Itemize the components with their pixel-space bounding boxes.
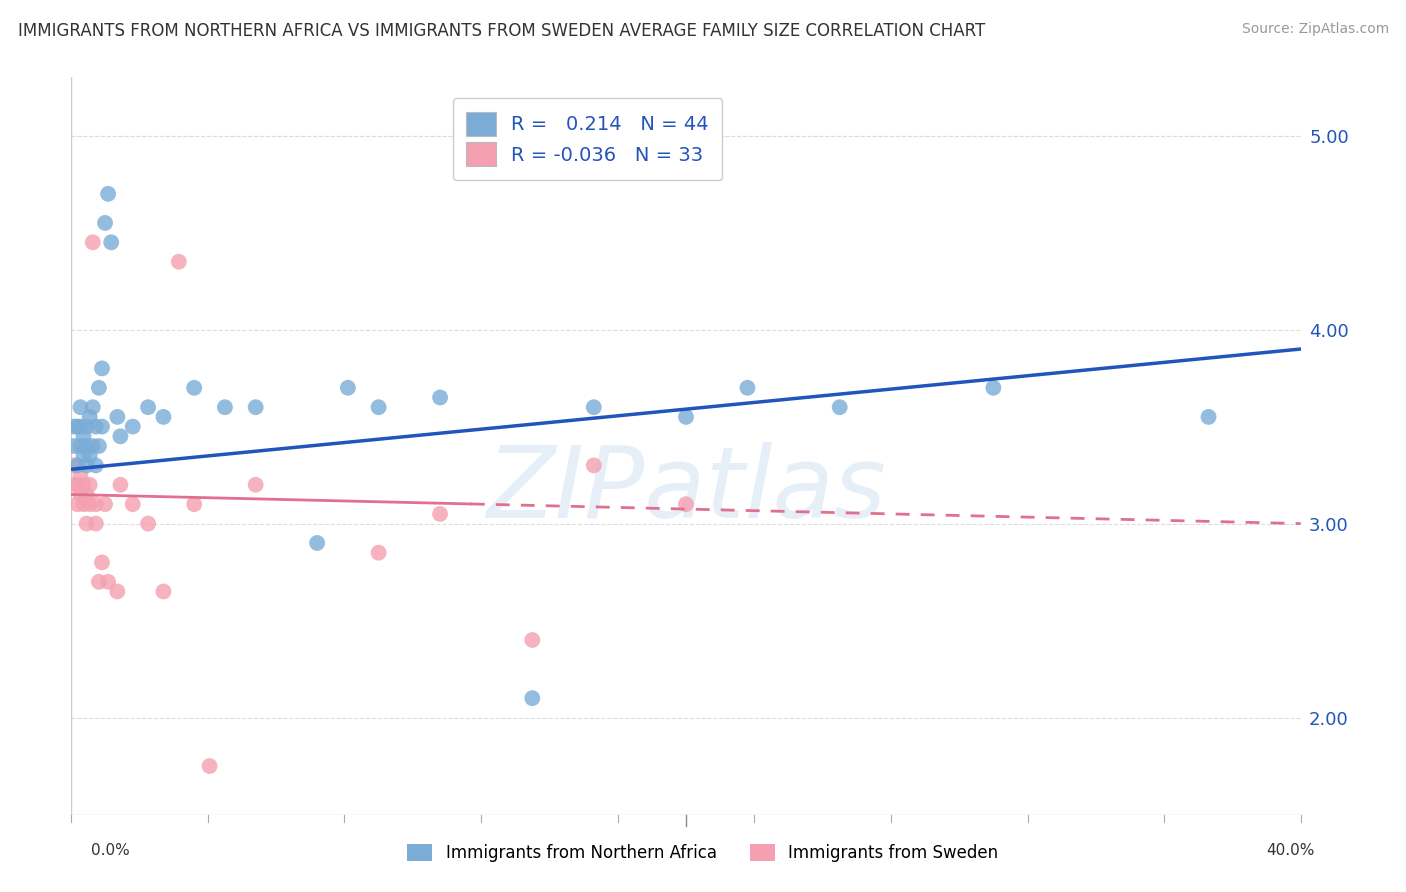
Point (72, 497, 94, 511)
Point (76, 439, 98, 453)
Legend: Immigrants from Northern Africa, Immigrants from Sweden: Immigrants from Northern Africa, Immigra… (399, 836, 1007, 871)
Point (82, 439, 104, 453)
Point (66, 477, 89, 491)
Point (152, 409, 174, 424)
Point (84, 497, 107, 511)
Point (84, 419, 107, 434)
Point (94, 216, 117, 230)
Point (91, 361, 114, 376)
Point (136, 516, 159, 531)
Point (121, 419, 143, 434)
Point (72, 477, 94, 491)
Point (63, 419, 86, 434)
Point (91, 555, 114, 569)
Point (121, 497, 143, 511)
Point (367, 401, 389, 415)
Point (675, 497, 697, 511)
Text: ZIPatlas: ZIPatlas (486, 442, 886, 539)
Point (84, 458, 107, 473)
Point (522, 632, 544, 647)
Point (69, 487, 91, 501)
Point (66, 458, 89, 473)
Point (79, 497, 101, 511)
Point (87, 381, 110, 395)
Point (136, 401, 159, 415)
Point (79, 409, 101, 424)
Point (69, 419, 91, 434)
Point (63, 477, 86, 491)
Point (94, 497, 117, 511)
Point (367, 546, 389, 560)
Point (110, 477, 132, 491)
Point (582, 458, 605, 473)
Point (105, 409, 128, 424)
Point (76, 516, 98, 531)
Point (97, 574, 120, 589)
Point (72, 449, 94, 463)
Point (245, 401, 267, 415)
Point (245, 477, 267, 491)
Point (66, 419, 89, 434)
Point (582, 401, 605, 415)
Point (152, 584, 174, 599)
Point (429, 507, 451, 521)
Point (63, 439, 86, 453)
Point (69, 439, 91, 453)
Point (183, 381, 205, 395)
Text: 0.0%: 0.0% (91, 843, 131, 858)
Point (675, 409, 697, 424)
Point (737, 381, 759, 395)
Legend: R =   0.214   N = 44, R = -0.036   N = 33: R = 0.214 N = 44, R = -0.036 N = 33 (453, 98, 723, 179)
Point (87, 574, 110, 589)
Point (72, 429, 94, 443)
Text: Source: ZipAtlas.com: Source: ZipAtlas.com (1241, 22, 1389, 37)
Point (76, 487, 98, 501)
Point (214, 401, 236, 415)
Point (87, 439, 110, 453)
Point (69, 401, 91, 415)
Point (336, 381, 359, 395)
Point (522, 691, 544, 706)
Point (63, 458, 86, 473)
Point (69, 468, 91, 483)
Point (91, 419, 114, 434)
Point (79, 477, 101, 491)
Text: IMMIGRANTS FROM NORTHERN AFRICA VS IMMIGRANTS FROM SWEDEN AVERAGE FAMILY SIZE CO: IMMIGRANTS FROM NORTHERN AFRICA VS IMMIG… (18, 22, 986, 40)
Point (198, 759, 221, 773)
Point (97, 186, 120, 201)
Point (84, 516, 107, 531)
Point (429, 391, 451, 405)
Point (82, 401, 104, 415)
Point (100, 235, 122, 250)
Point (110, 429, 132, 443)
Point (66, 497, 89, 511)
Point (1198, 409, 1220, 424)
Point (167, 254, 190, 268)
Point (79, 449, 101, 463)
Point (105, 584, 128, 599)
Point (82, 235, 104, 250)
Point (307, 536, 329, 550)
Point (76, 419, 98, 434)
Point (983, 381, 1005, 395)
Point (76, 458, 98, 473)
Text: 40.0%: 40.0% (1267, 843, 1315, 858)
Point (828, 401, 851, 415)
Point (183, 497, 205, 511)
